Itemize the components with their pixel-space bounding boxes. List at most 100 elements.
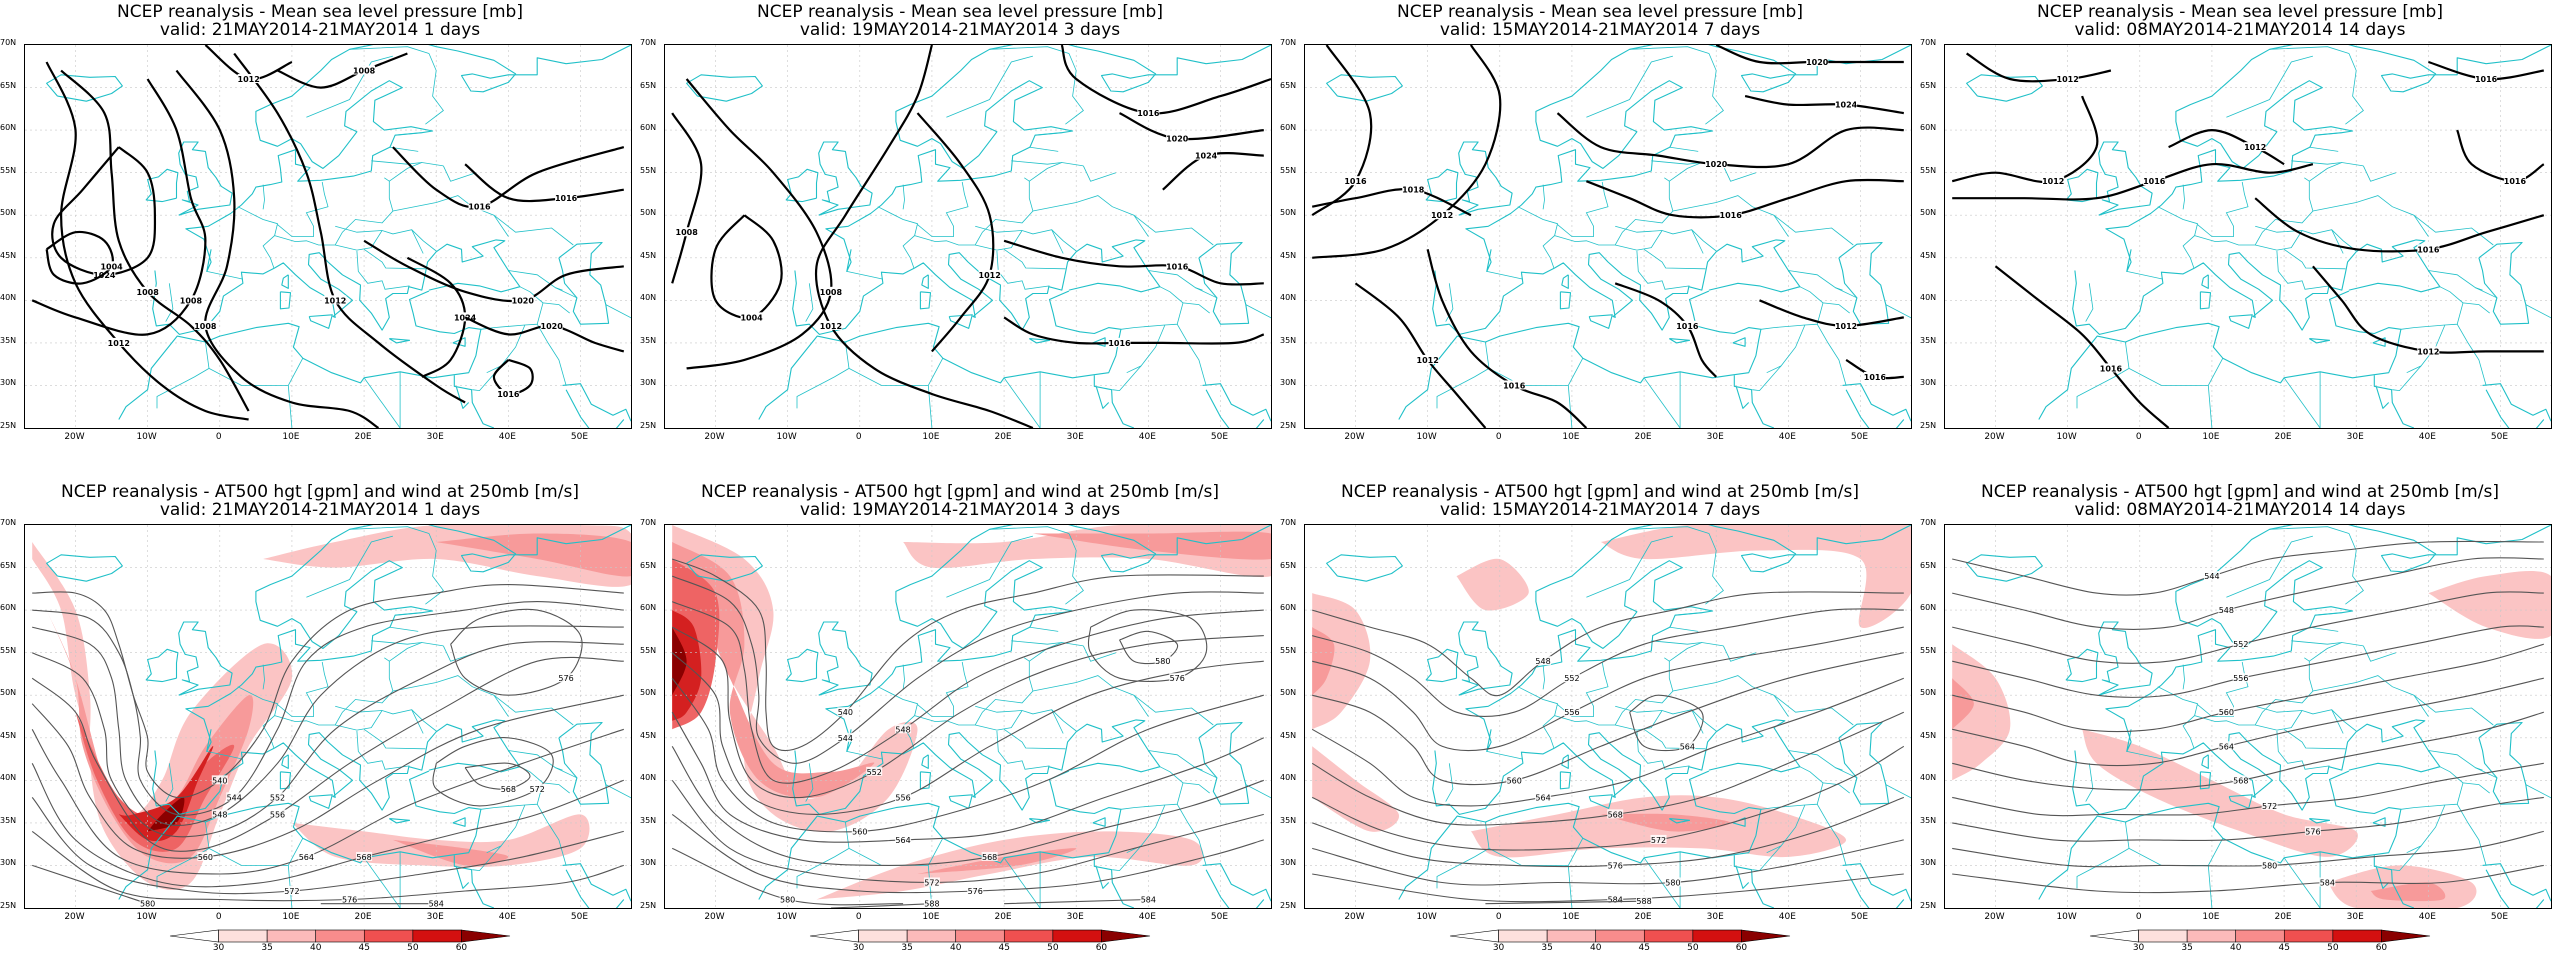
isobar-label: 1012: [820, 322, 842, 331]
country-border: [165, 763, 174, 802]
coastline: [2372, 817, 2386, 827]
isobar-label-bg: [675, 227, 698, 237]
country-border: [508, 750, 563, 771]
lon-label: 40E: [498, 912, 516, 922]
country-border: [1245, 304, 1271, 319]
coastline: [1735, 866, 1750, 889]
isobar-label: 1016: [1108, 339, 1131, 348]
lon-label: 50E: [2490, 912, 2509, 922]
country-border: [443, 645, 477, 662]
coastline: [2199, 771, 2212, 790]
geopotential-contour: [32, 584, 624, 799]
country-border: [306, 535, 394, 598]
coastline: [2485, 389, 2545, 428]
coastline: [308, 314, 333, 329]
lat-label: 45N: [1920, 730, 1937, 740]
lat-label: 25N: [1280, 901, 1297, 910]
country-border: [946, 535, 1034, 598]
colorbar-swatch: [906, 929, 957, 943]
isobar: [2254, 197, 2545, 253]
panel-title: NCEP reanalysis - AT500 hgt [gpm] and wi…: [61, 482, 579, 502]
isobar-label: 1012: [2417, 347, 2439, 356]
lon-label: 10W: [2056, 432, 2077, 442]
coastline: [2072, 719, 2441, 815]
isobar-label-bg: [1416, 354, 1439, 364]
country-border: [1723, 165, 1757, 182]
isobar-label: 1012: [238, 75, 260, 84]
country-border: [1885, 304, 1911, 319]
contour-label-bg: [1506, 775, 1523, 785]
isobar-label: 1012: [108, 339, 130, 348]
coastline: [1458, 141, 1513, 216]
lat-label: 70N: [640, 518, 657, 527]
coastline: [308, 794, 333, 809]
jet-speed-shading: [1952, 678, 1974, 730]
contour-label-bg: [2304, 826, 2321, 836]
contour-label-bg: [2261, 860, 2278, 870]
lat-label: 55N: [0, 645, 17, 655]
isobar-label-bg: [1835, 320, 1858, 330]
lat-label: 25N: [0, 901, 17, 910]
panel-valid-period: valid: 19MAY2014-21MAY2014 3 days: [799, 500, 1121, 520]
isobar-label: 1012: [2057, 75, 2079, 84]
contour-label: 572: [2262, 802, 2277, 811]
jet-speed-shading: [1456, 558, 1529, 611]
coastline: [279, 291, 292, 310]
isobar-label-bg: [1166, 133, 1189, 143]
lon-label: 0: [1495, 912, 1502, 922]
colorbar-label: 45: [2278, 943, 2290, 953]
isobar: [814, 45, 1034, 428]
country-border: [2525, 304, 2551, 319]
coastline: [2478, 721, 2530, 805]
country-border: [156, 821, 210, 889]
coastline: [818, 621, 873, 696]
country-border: [1766, 804, 1806, 854]
lon-label: 0: [855, 432, 862, 442]
lat-label: 35N: [0, 815, 17, 825]
country-border: [1436, 341, 1490, 409]
country-border: [392, 195, 509, 237]
country-border: [2456, 803, 2487, 866]
lon-label: 10W: [136, 432, 157, 442]
country-border: [989, 46, 1070, 54]
lon-label: 20E: [354, 912, 372, 922]
lat-label: 30N: [1280, 858, 1297, 868]
geopotential-contour: [31, 728, 624, 875]
lon-label: 20W: [704, 432, 725, 442]
lon-label: 20E: [994, 912, 1012, 922]
lat-label: 40N: [0, 773, 17, 783]
lat-label: 50N: [0, 688, 17, 698]
z500-panel-3: NCEP reanalysis - AT500 hgt [gpm] and wi…: [1280, 480, 1920, 960]
coastline: [2375, 386, 2390, 409]
country-border: [363, 728, 426, 750]
contour-label-bg: [211, 775, 228, 785]
contour-label: 568: [356, 853, 371, 862]
geopotential-contour: [671, 558, 1264, 752]
coastline: [758, 770, 1122, 900]
map-area: 540 544 548 552 556 560 564 568 572 576 580 584 588 5…: [664, 524, 1272, 909]
country-border: [1065, 53, 1084, 125]
geopotential-contour: [1952, 643, 2544, 732]
isobar-label: 1008: [194, 322, 217, 331]
country-border: [1822, 782, 1850, 794]
country-border: [536, 323, 567, 386]
country-border: [1643, 377, 1681, 428]
isobar-label-bg: [1806, 57, 1829, 67]
isobar-label: 1008: [137, 288, 160, 297]
country-border: [1029, 146, 1059, 152]
country-border: [2085, 763, 2094, 802]
contour-label: 584: [1608, 895, 1623, 904]
isobar-label: 1024: [1195, 152, 1218, 161]
isobar-label: 1016: [1676, 322, 1699, 331]
isobar-label-bg: [1503, 380, 1526, 390]
coastline: [818, 141, 873, 216]
contour-label: 548: [212, 810, 227, 819]
isobar: [1994, 265, 2170, 428]
lon-label: 30E: [2346, 912, 2364, 922]
coastline: [1202, 863, 1271, 902]
coastline: [1093, 855, 1135, 908]
country-border: [2363, 165, 2397, 182]
contour-label-bg: [895, 792, 912, 802]
isobar-label-bg: [819, 286, 842, 296]
colorbar-label: 40: [949, 943, 962, 953]
